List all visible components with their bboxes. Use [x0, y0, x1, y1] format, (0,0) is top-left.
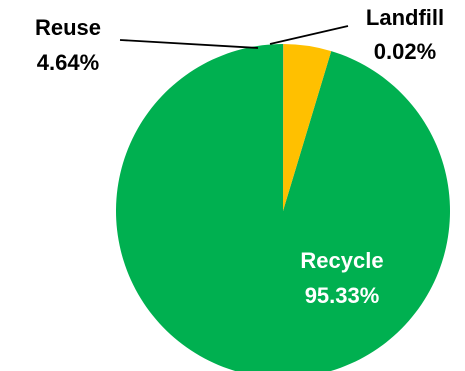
reuse-percent-label: 4.64% — [37, 50, 99, 75]
pie-slice-reuse — [283, 44, 332, 211]
slice-labels: Reuse 4.64% Landfill 0.02% Recycle 95.33… — [35, 5, 444, 308]
landfill-leader-line — [269, 25, 349, 45]
leader-lines — [119, 25, 349, 49]
reuse-leader-line — [119, 39, 259, 49]
pie-slices — [116, 44, 450, 371]
landfill-name-label: Landfill — [366, 5, 444, 30]
landfill-percent-label: 0.02% — [374, 39, 436, 64]
reuse-name-label: Reuse — [35, 15, 101, 40]
recycle-name-label: Recycle — [300, 248, 383, 273]
recycle-percent-label: 95.33% — [305, 283, 380, 308]
pie-slice-recycle — [116, 44, 450, 371]
